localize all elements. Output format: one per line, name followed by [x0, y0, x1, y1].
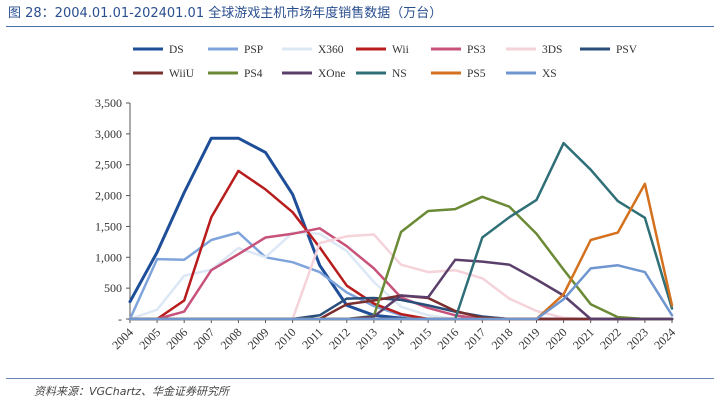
- x-tick-label: 2006: [163, 325, 190, 352]
- legend-label: PS5: [467, 68, 486, 80]
- y-tick-label: 3,000: [95, 127, 122, 141]
- x-tick-label: 2019: [516, 325, 543, 352]
- x-tick-label: 2018: [489, 325, 516, 352]
- legend-label: Wii: [392, 44, 409, 56]
- y-tick-label: 2,500: [95, 158, 122, 172]
- legend-item-ds: DS: [133, 44, 184, 56]
- x-tick-label: 2005: [136, 325, 163, 352]
- legend-item-ps4: PS4: [208, 68, 263, 80]
- y-tick-label: 3,500: [95, 96, 122, 110]
- legend-label: X360: [318, 44, 344, 56]
- x-tick-label: 2017: [462, 325, 489, 352]
- x-tick-label: 2016: [434, 325, 461, 352]
- x-tick-label: 2010: [272, 325, 299, 352]
- x-tick-label: 2021: [570, 325, 597, 352]
- y-tick-label: -: [118, 312, 122, 326]
- legend-item-psp: PSP: [208, 44, 263, 56]
- series-line-x360: [128, 231, 674, 321]
- legend-label: XS: [542, 68, 557, 80]
- x-tick-label: 2012: [326, 325, 353, 352]
- legend-label: PSV: [616, 44, 638, 56]
- legend-item-xs: XS: [506, 68, 557, 80]
- x-tick-label: 2011: [299, 325, 326, 352]
- x-tick-label: 2007: [191, 325, 218, 352]
- x-tick-label: 2023: [624, 325, 651, 352]
- legend-item-ps5: PS5: [431, 68, 486, 80]
- legend: DS PSP X360 Wii PS3 3DS PSV WiiU PS4 XOne NS PS5 XS: [133, 44, 638, 80]
- series-line-xs: [128, 264, 674, 321]
- x-tick-label: 2014: [380, 325, 407, 352]
- legend-label: PS4: [244, 68, 263, 80]
- source-note: 资料来源：VGChartz、华金证券研究所: [34, 385, 230, 398]
- legend-item-xone: XOne: [282, 68, 345, 80]
- legend-label: NS: [392, 68, 407, 80]
- title-divider: [6, 26, 714, 27]
- series-line-ds: [128, 136, 674, 321]
- legend-label: 3DS: [542, 44, 562, 56]
- source-divider: [6, 378, 714, 379]
- x-tick-label: 2013: [353, 325, 380, 352]
- series-layer: [128, 136, 674, 321]
- y-tick-label: 1,500: [95, 219, 122, 233]
- x-tick-label: 2022: [597, 325, 624, 352]
- x-tick-label: 2024: [651, 325, 678, 352]
- x-tick-label: 2008: [218, 325, 245, 352]
- x-tick-label: 2004: [109, 325, 136, 352]
- y-tick-label: 1,000: [95, 250, 122, 264]
- legend-label: XOne: [318, 68, 345, 80]
- x-tick-label: 2009: [245, 325, 272, 352]
- y-tick-label: 500: [104, 281, 122, 295]
- legend-label: PSP: [244, 44, 263, 56]
- legend-label: WiiU: [169, 68, 195, 80]
- y-tick-label: 2,000: [95, 189, 122, 203]
- legend-item-ps3: PS3: [431, 44, 486, 56]
- legend-item-wiiu: WiiU: [133, 68, 195, 80]
- legend-item-psv: PSV: [580, 44, 638, 56]
- legend-item-ns: NS: [356, 68, 407, 80]
- x-tick-label: 2015: [407, 325, 434, 352]
- legend-item-wii: Wii: [356, 44, 409, 56]
- legend-item-x360: X360: [282, 44, 344, 56]
- legend-item-3ds: 3DS: [506, 44, 562, 56]
- legend-label: DS: [169, 44, 184, 56]
- chart-title: 图 28：2004.01.01-202401.01 全球游戏主机市场年度销售数据…: [8, 6, 443, 21]
- x-tick-label: 2020: [543, 325, 570, 352]
- legend-label: PS3: [467, 44, 486, 56]
